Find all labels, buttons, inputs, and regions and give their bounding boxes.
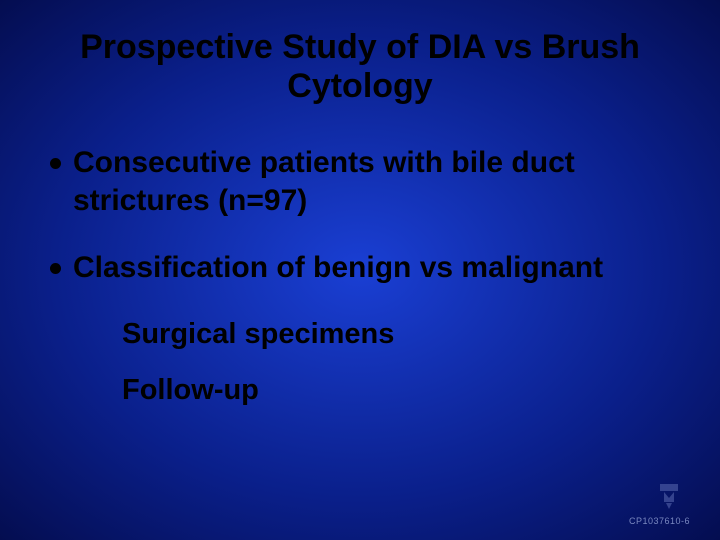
footer-code: CP1037610-6 (629, 516, 690, 526)
bullet-item: Consecutive patients with bile duct stri… (50, 144, 670, 219)
mayo-logo-icon (658, 484, 680, 510)
sub-item: Follow-up (122, 373, 670, 408)
slide-title: Prospective Study of DIA vs Brush Cytolo… (50, 28, 670, 106)
bullet-dot-icon (50, 263, 61, 274)
bullet-dot-icon (50, 158, 61, 169)
bullet-text: Consecutive patients with bile duct stri… (73, 144, 670, 219)
sub-item: Surgical specimens (122, 317, 670, 352)
bullet-item: Classification of benign vs malignant (50, 249, 670, 287)
bullet-text: Classification of benign vs malignant (73, 249, 603, 287)
slide-container: Prospective Study of DIA vs Brush Cytolo… (0, 0, 720, 540)
